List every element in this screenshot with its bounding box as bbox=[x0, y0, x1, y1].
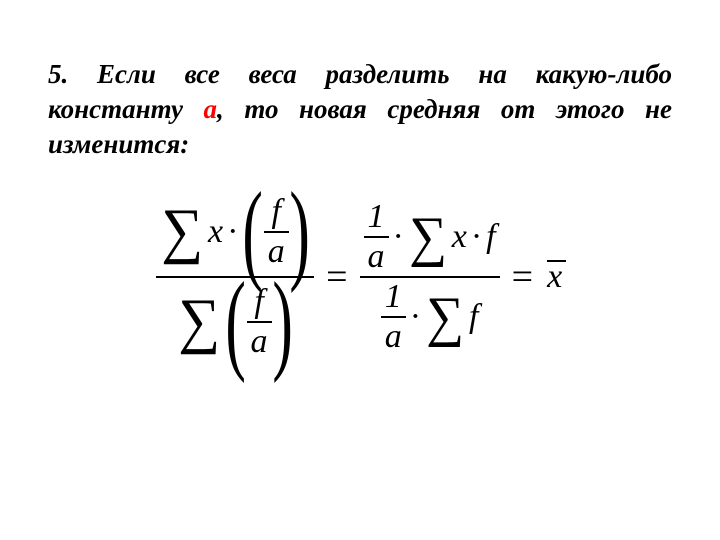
sigma-icon: ∑ bbox=[409, 212, 451, 262]
x-bar: x bbox=[545, 258, 564, 296]
product-dot: · bbox=[406, 298, 425, 336]
f-over-a: f a bbox=[247, 285, 272, 359]
f-over-a: f a bbox=[264, 195, 289, 269]
var-x: x bbox=[208, 213, 223, 251]
product-dot: · bbox=[223, 213, 242, 251]
var-x: x bbox=[547, 258, 562, 295]
left-paren-icon: ( bbox=[226, 280, 247, 364]
equals-sign: = bbox=[500, 255, 545, 299]
mid-fraction: 1 a · ∑ x · f 1 a bbox=[360, 200, 500, 354]
lhs-fraction: ∑ x · ( f a ) ∑ bbox=[156, 190, 314, 364]
sigma-icon: ∑ bbox=[161, 204, 207, 260]
const-one: 1 bbox=[364, 200, 389, 234]
var-a: a bbox=[381, 320, 406, 354]
formula: ∑ x · ( f a ) ∑ bbox=[156, 190, 564, 364]
mid-numerator: 1 a · ∑ x · f bbox=[360, 200, 500, 274]
var-f: f bbox=[469, 298, 478, 336]
var-f: f bbox=[268, 195, 285, 229]
one-over-a: 1 a bbox=[364, 200, 389, 274]
right-paren-icon: ) bbox=[272, 280, 293, 364]
equals-sign: = bbox=[314, 255, 359, 299]
statement-text: 5. Если все веса разделить на какую-либо… bbox=[48, 57, 672, 162]
var-a: a bbox=[247, 325, 272, 359]
sigma-icon: ∑ bbox=[426, 292, 468, 342]
left-paren-icon: ( bbox=[243, 190, 264, 274]
formula-block: ∑ x · ( f a ) ∑ bbox=[48, 190, 672, 364]
mid-denominator: 1 a · ∑ f bbox=[377, 280, 483, 354]
sigma-icon: ∑ bbox=[178, 294, 224, 350]
lhs-denominator: ∑ ( f a ) bbox=[173, 280, 297, 364]
statement-constant: а bbox=[204, 94, 218, 124]
var-x: x bbox=[452, 218, 467, 256]
product-dot: · bbox=[389, 218, 408, 256]
product-dot: · bbox=[467, 218, 486, 256]
fraction-bar bbox=[360, 276, 500, 278]
const-one: 1 bbox=[381, 280, 406, 314]
var-f: f bbox=[486, 218, 495, 256]
one-over-a: 1 a bbox=[381, 280, 406, 354]
var-a: a bbox=[364, 240, 389, 274]
